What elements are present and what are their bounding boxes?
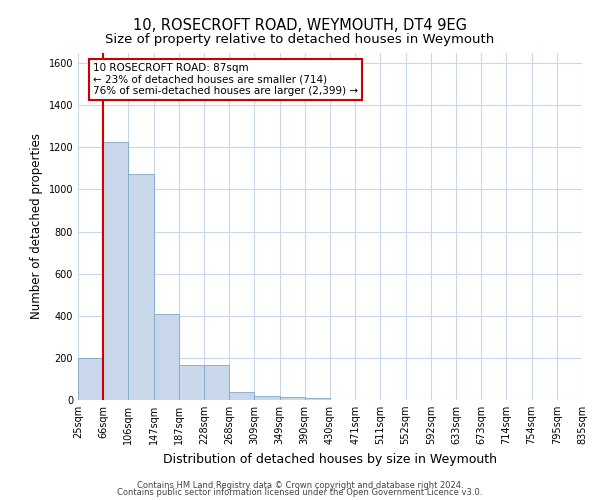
X-axis label: Distribution of detached houses by size in Weymouth: Distribution of detached houses by size … bbox=[163, 452, 497, 466]
Bar bbox=[280, 397, 305, 400]
Bar bbox=[204, 365, 229, 400]
Text: Contains HM Land Registry data © Crown copyright and database right 2024.: Contains HM Land Registry data © Crown c… bbox=[137, 480, 463, 490]
Text: 10, ROSECROFT ROAD, WEYMOUTH, DT4 9EG: 10, ROSECROFT ROAD, WEYMOUTH, DT4 9EG bbox=[133, 18, 467, 32]
Bar bbox=[229, 392, 254, 400]
Text: Contains public sector information licensed under the Open Government Licence v3: Contains public sector information licen… bbox=[118, 488, 482, 497]
Bar bbox=[128, 174, 154, 400]
Text: Size of property relative to detached houses in Weymouth: Size of property relative to detached ho… bbox=[106, 32, 494, 46]
Bar bbox=[254, 396, 280, 400]
Text: 10 ROSECROFT ROAD: 87sqm
← 23% of detached houses are smaller (714)
76% of semi-: 10 ROSECROFT ROAD: 87sqm ← 23% of detach… bbox=[93, 63, 358, 96]
Bar bbox=[103, 142, 128, 400]
Bar bbox=[179, 365, 204, 400]
Bar bbox=[154, 314, 179, 400]
Bar bbox=[305, 398, 330, 400]
Y-axis label: Number of detached properties: Number of detached properties bbox=[30, 133, 43, 320]
Bar bbox=[78, 358, 103, 400]
